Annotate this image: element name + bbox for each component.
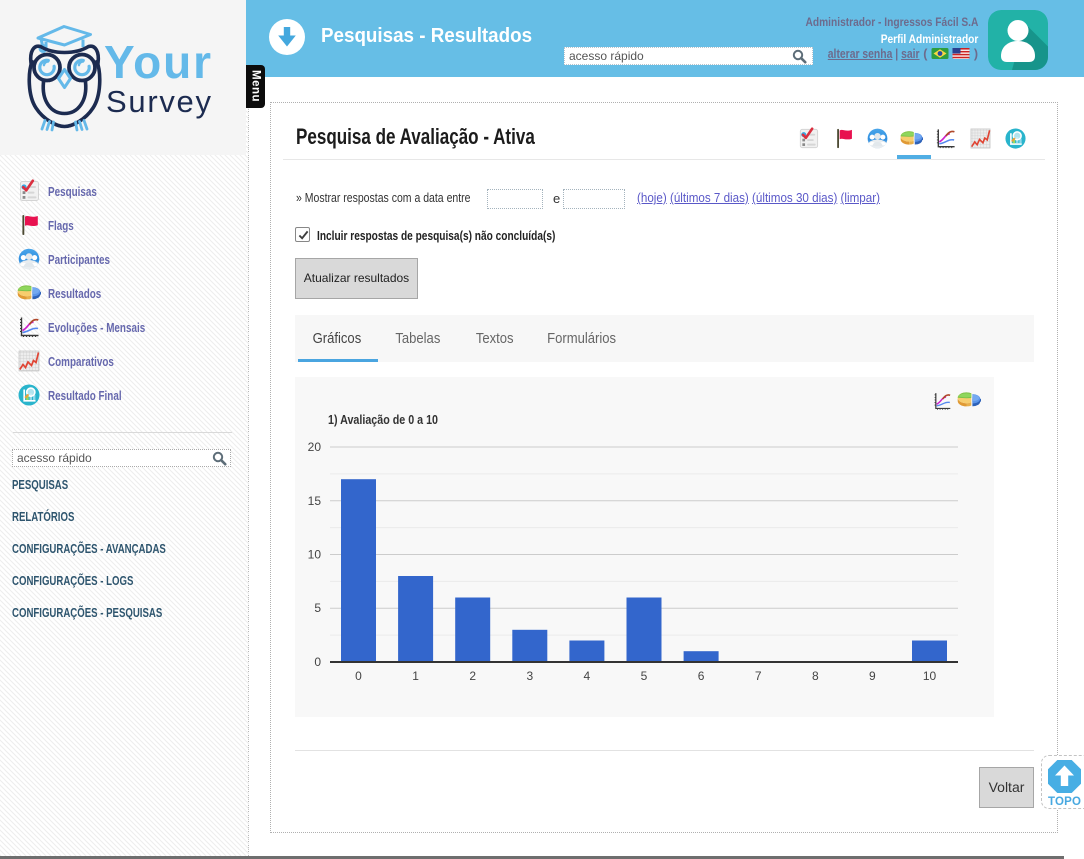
svg-text:10: 10 [308, 548, 322, 562]
svg-text:15: 15 [308, 494, 322, 508]
svg-text:5: 5 [314, 601, 321, 615]
svg-text:4: 4 [584, 669, 591, 683]
svg-text:0: 0 [314, 655, 321, 669]
svg-text:0: 0 [355, 669, 362, 683]
svg-text:2: 2 [469, 669, 476, 683]
svg-text:10: 10 [923, 669, 937, 683]
svg-text:Survey: Survey [106, 84, 212, 119]
svg-text:20: 20 [308, 440, 322, 454]
svg-text:7: 7 [755, 669, 762, 683]
svg-text:6: 6 [698, 669, 705, 683]
svg-text:Your: Your [104, 36, 211, 88]
svg-text:5: 5 [641, 669, 648, 683]
svg-text:1) Avaliação de 0 a 10: 1) Avaliação de 0 a 10 [328, 412, 438, 427]
svg-text:1: 1 [412, 669, 419, 683]
svg-text:9: 9 [869, 669, 876, 683]
svg-text:8: 8 [812, 669, 819, 683]
svg-text:3: 3 [526, 669, 533, 683]
